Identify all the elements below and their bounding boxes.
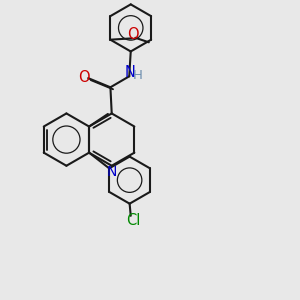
Text: O: O xyxy=(127,27,139,42)
Text: N: N xyxy=(124,64,135,80)
Text: N: N xyxy=(106,165,117,179)
Text: O: O xyxy=(78,70,90,85)
Text: Cl: Cl xyxy=(126,213,140,228)
Text: H: H xyxy=(133,69,143,82)
